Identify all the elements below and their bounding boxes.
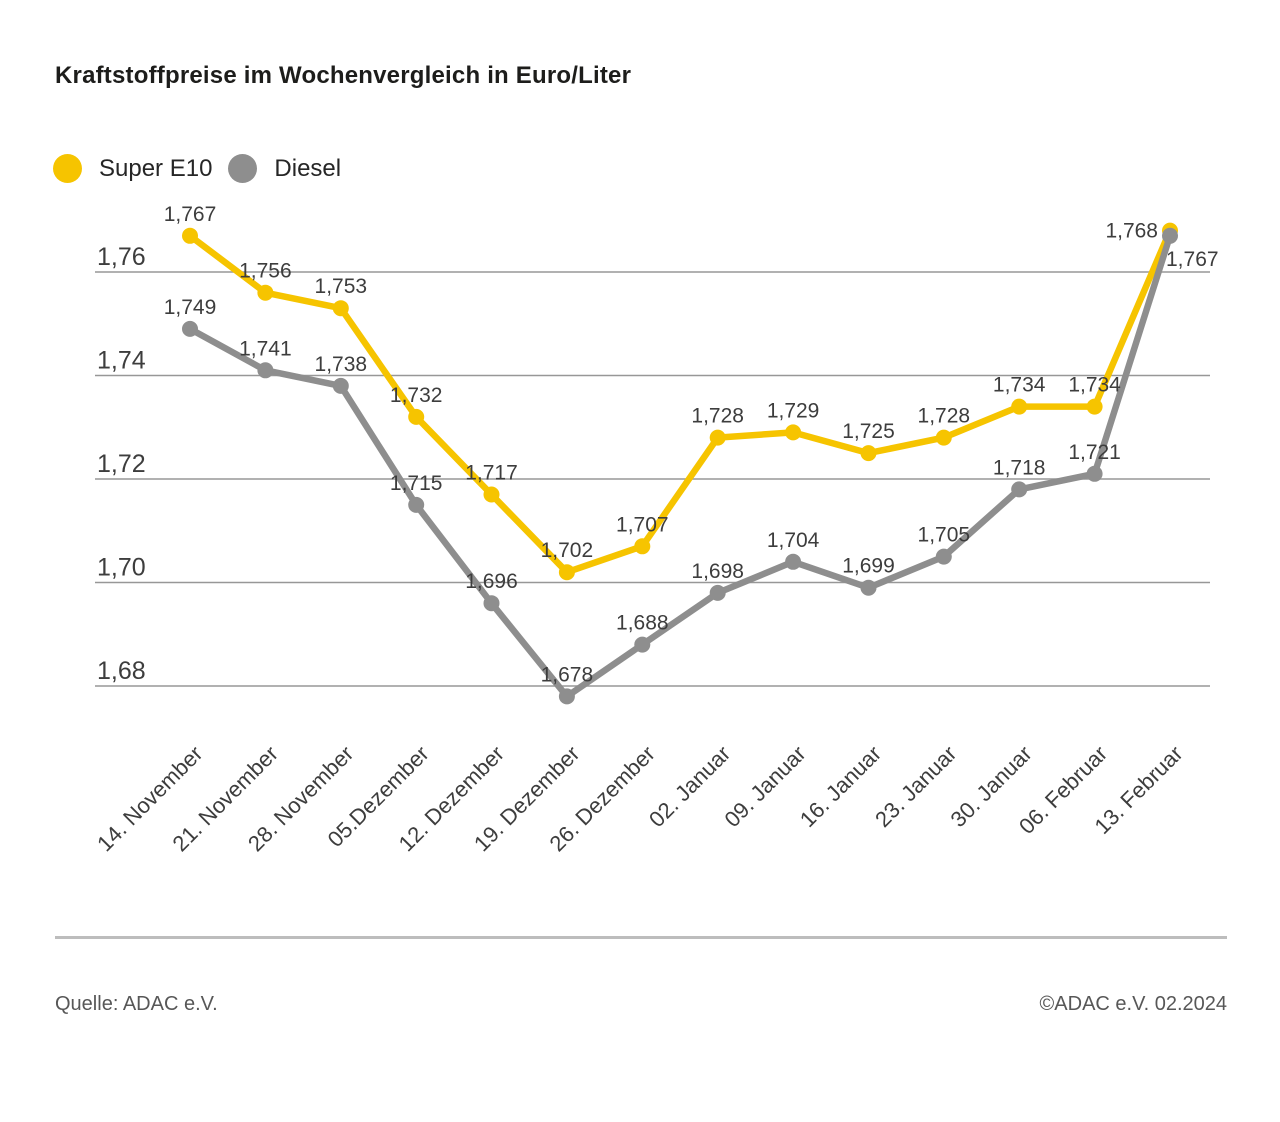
y-axis-tick-label: 1,76 <box>97 243 146 271</box>
data-point-super-e10 <box>1086 398 1103 415</box>
data-point-diesel <box>785 553 802 570</box>
data-point-super-e10 <box>709 429 726 446</box>
legend-item-super-e10: Super E10 <box>53 154 212 183</box>
legend-item-diesel: Diesel <box>228 154 341 183</box>
data-point-super-e10 <box>408 408 425 425</box>
data-point-diesel <box>483 595 500 612</box>
point-value-label: 1,678 <box>541 663 594 686</box>
data-point-super-e10 <box>1011 398 1028 415</box>
legend: Super E10 Diesel <box>53 154 341 183</box>
point-value-label: 1,707 <box>616 513 669 536</box>
data-point-diesel <box>1086 465 1103 482</box>
series-line-super-e10 <box>188 229 1173 576</box>
point-value-label: 1,688 <box>616 612 669 635</box>
data-point-diesel <box>408 496 425 513</box>
super-e10-swatch-icon <box>53 154 82 183</box>
source-text: Quelle: ADAC e.V. <box>55 993 218 1015</box>
data-point-super-e10 <box>483 486 500 503</box>
point-value-label: 1,702 <box>541 539 594 562</box>
legend-label-super-e10: Super E10 <box>99 154 213 182</box>
y-axis-tick-label: 1,68 <box>97 657 146 685</box>
point-value-label: 1,728 <box>918 405 971 428</box>
data-point-diesel <box>257 362 274 379</box>
point-value-label: 1,732 <box>390 384 443 407</box>
data-point-diesel <box>182 320 198 337</box>
point-value-label: 1,728 <box>691 405 744 428</box>
point-value-label: 1,699 <box>842 555 895 578</box>
data-point-diesel <box>1162 227 1178 244</box>
data-point-super-e10 <box>332 300 349 317</box>
y-axis-tick-label: 1,72 <box>97 450 146 478</box>
point-value-label: 1,738 <box>315 353 368 376</box>
x-axis-tick-label: 16. Januar <box>795 741 886 832</box>
data-point-diesel <box>558 688 575 705</box>
series-line-diesel <box>188 234 1174 700</box>
data-point-diesel <box>709 584 726 601</box>
data-point-super-e10 <box>785 424 802 441</box>
y-axis-tick-label: 1,74 <box>97 347 146 375</box>
point-value-label: 1,734 <box>993 374 1046 397</box>
point-value-label: 1,767 <box>164 203 217 226</box>
point-value-label: 1,718 <box>993 456 1046 479</box>
x-axis-tick-label: 09. Januar <box>719 741 810 832</box>
chart-title: Kraftstoffpreise im Wochenvergleich in E… <box>55 62 632 89</box>
point-value-label: 1,715 <box>390 472 443 495</box>
point-value-label: 1,729 <box>767 399 820 422</box>
legend-label-diesel: Diesel <box>274 154 342 182</box>
point-value-label: 1,768 <box>1105 220 1158 243</box>
point-value-label: 1,705 <box>918 524 971 547</box>
data-point-diesel <box>634 636 651 653</box>
x-axis-tick-label: 02. Januar <box>644 741 735 832</box>
data-point-super-e10 <box>558 564 575 581</box>
data-point-super-e10 <box>257 284 274 301</box>
data-point-super-e10 <box>860 445 877 462</box>
data-point-diesel <box>860 579 877 596</box>
point-value-label: 1,756 <box>239 260 292 283</box>
data-point-super-e10 <box>634 538 651 555</box>
point-value-label: 1,753 <box>315 275 368 298</box>
footer-divider <box>55 936 1227 939</box>
y-axis-tick-label: 1,70 <box>97 554 146 582</box>
point-value-label: 1,704 <box>767 529 820 552</box>
data-point-diesel <box>1011 481 1028 498</box>
point-value-label: 1,696 <box>465 570 518 593</box>
point-value-label: 1,741 <box>239 337 292 360</box>
x-axis-tick-label: 23. Januar <box>870 741 961 832</box>
copyright-text: ©ADAC e.V. 02.2024 <box>1039 993 1227 1015</box>
point-value-label: 1,725 <box>842 420 895 443</box>
point-value-label: 1,749 <box>164 296 217 319</box>
point-value-label: 1,734 <box>1068 374 1121 397</box>
data-point-super-e10 <box>182 227 198 244</box>
point-value-label: 1,698 <box>691 560 744 583</box>
data-point-diesel <box>332 377 349 394</box>
point-value-label: 1,767 <box>1166 248 1219 271</box>
diesel-swatch-icon <box>228 154 258 183</box>
data-point-diesel <box>935 548 952 565</box>
point-value-label: 1,721 <box>1068 441 1121 464</box>
point-value-label: 1,717 <box>465 462 518 485</box>
data-point-super-e10 <box>935 429 952 446</box>
